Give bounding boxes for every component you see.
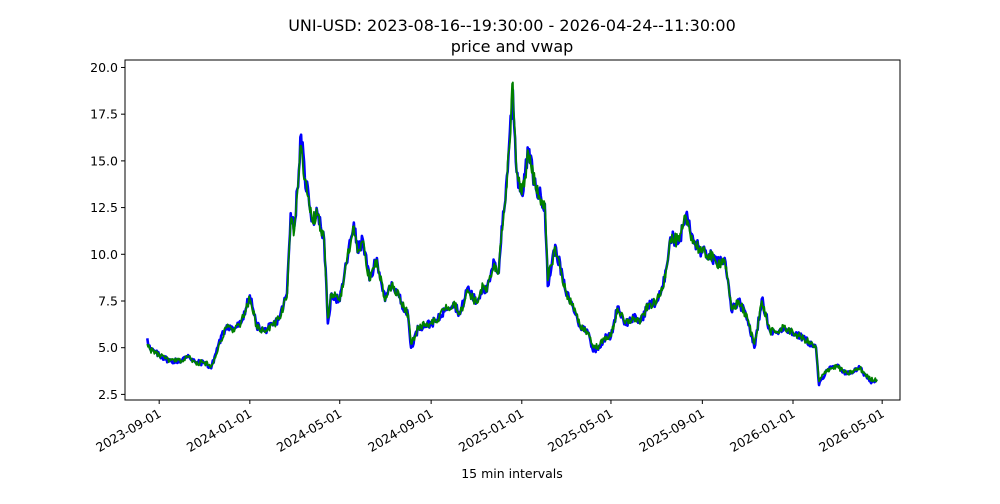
y-tick-label: 10.0 xyxy=(90,247,118,262)
y-tick-label: 5.0 xyxy=(98,340,118,355)
x-tick-label: 2024-05-01 xyxy=(274,406,344,455)
x-axis: 2023-09-01 2024-01-01 2024-05-01 2024-09-01… xyxy=(93,400,887,455)
y-tick-label: 17.5 xyxy=(90,107,118,122)
plot-series xyxy=(146,81,878,387)
y-tick-label: 15.0 xyxy=(90,153,118,168)
series-line-green xyxy=(146,81,878,383)
x-tick-label: 2026-01-01 xyxy=(727,406,797,455)
plot-frame xyxy=(124,59,901,401)
y-tick-label: 2.5 xyxy=(98,387,118,402)
y-tick-label: 12.5 xyxy=(90,200,118,215)
x-tick-label: 2024-01-01 xyxy=(184,406,254,455)
x-tick-label: 2025-09-01 xyxy=(636,406,706,455)
x-tick-label: 2025-05-01 xyxy=(545,406,615,455)
y-tick-label: 20.0 xyxy=(90,60,118,75)
series-line-blue xyxy=(146,88,878,387)
chart-title: UNI-USD: 2023-08-16--19:30:00 - 2026-04-… xyxy=(288,16,736,35)
x-tick-label: 2025-01-01 xyxy=(456,406,526,455)
y-axis: 2.5 5.0 7.5 10.0 12.5 15.0 17.5 20.0 xyxy=(90,60,125,402)
x-tick-label: 2024-09-01 xyxy=(365,406,435,455)
x-tick-label: 2026-05-01 xyxy=(816,406,886,455)
chart-subtitle: price and vwap xyxy=(451,37,574,56)
y-tick-label: 7.5 xyxy=(98,293,118,308)
x-axis-label: 15 min intervals xyxy=(461,466,563,481)
x-tick-label: 2023-09-01 xyxy=(93,406,163,455)
